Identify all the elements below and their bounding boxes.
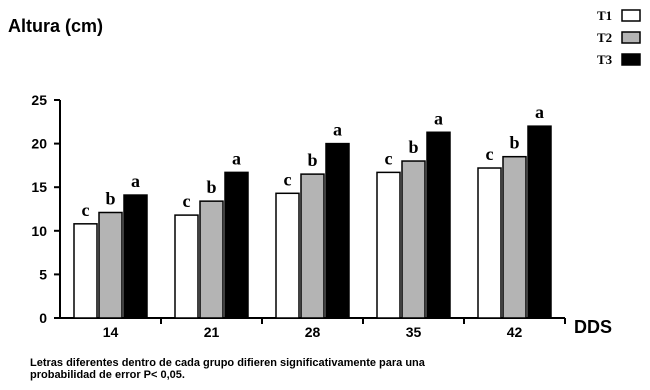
footnote-line-1: Letras diferentes dentro de cada grupo d… [30, 357, 425, 369]
bar-t2-21 [199, 200, 224, 319]
footnote: Letras diferentes dentro de cada grupo d… [30, 357, 630, 381]
legend-label: T2 [597, 30, 612, 45]
bar-t1-28 [275, 192, 300, 319]
legend-item-t2: T2 [597, 30, 641, 45]
y-tick-label: 20 [31, 136, 47, 152]
legend-swatch [621, 9, 641, 22]
bar-t2-14 [98, 211, 123, 319]
significance-label: b [105, 188, 115, 208]
significance-label: a [131, 171, 140, 191]
legend-swatch [621, 31, 641, 44]
bar-t1-42 [477, 167, 502, 319]
significance-label: a [535, 102, 544, 122]
legend-item-t3: T3 [597, 52, 641, 67]
bar-t2-28 [300, 173, 325, 319]
y-tick-label: 15 [31, 179, 47, 195]
significance-label: c [82, 200, 90, 220]
bar-t2-35 [401, 160, 426, 319]
legend-item-t1: T1 [597, 8, 641, 23]
y-tick-label: 0 [39, 310, 47, 326]
bar-t1-35 [376, 171, 401, 319]
bar-t3-14 [123, 194, 148, 319]
significance-label: a [333, 120, 342, 140]
x-tick-label: 42 [507, 324, 523, 340]
significance-label: c [385, 148, 393, 168]
significance-label: b [206, 177, 216, 197]
bar-t3-28 [325, 142, 350, 319]
bar-t3-42 [527, 125, 552, 319]
legend: T1 T2 T3 [597, 8, 641, 67]
y-tick-label: 10 [31, 223, 47, 239]
footnote-line-2: probabilidad de error P< 0,05. [30, 369, 185, 381]
x-tick-label: 14 [103, 324, 119, 340]
legend-label: T1 [597, 8, 612, 23]
y-tick-label: 5 [39, 266, 47, 282]
significance-label: a [434, 108, 443, 128]
significance-label: c [284, 169, 292, 189]
y-axis-title: Altura (cm) [8, 16, 103, 36]
x-tick-label: 28 [305, 324, 321, 340]
bar-t2-42 [502, 155, 527, 319]
significance-label: c [486, 144, 494, 164]
x-tick-label: 35 [406, 324, 422, 340]
significance-label: c [183, 191, 191, 211]
x-axis-title: DDS [574, 317, 612, 337]
bar-t3-21 [224, 171, 249, 319]
y-tick-label: 25 [31, 92, 47, 108]
legend-label: T3 [597, 52, 613, 67]
legend-swatch [621, 53, 641, 66]
bar-t1-14 [73, 223, 98, 319]
bar-t1-21 [174, 214, 199, 319]
significance-label: b [509, 133, 519, 153]
bar-t3-35 [426, 131, 451, 319]
bars [73, 125, 552, 319]
x-tick-label: 21 [204, 324, 220, 340]
significance-label: b [307, 150, 317, 170]
significance-label: b [408, 137, 418, 157]
significance-label: a [232, 148, 241, 168]
